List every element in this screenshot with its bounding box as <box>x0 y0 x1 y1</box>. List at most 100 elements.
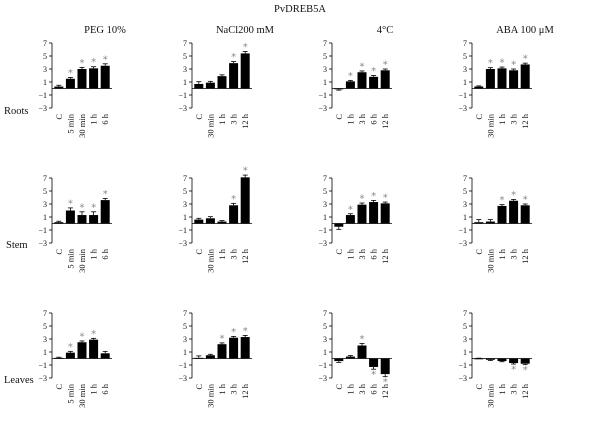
y-tick-label: 7 <box>323 309 327 318</box>
significance-star: * <box>243 326 248 337</box>
y-tick-label: 7 <box>463 309 467 318</box>
category-label: C <box>54 384 64 390</box>
bar <box>474 358 484 360</box>
column-title-peg: PEG 10% <box>84 25 126 36</box>
row-label-leaves: Leaves <box>4 375 34 386</box>
panel-stem-3: 7 5 3 1 −1 −3 C * 1 h * 3 h * 6 h * 12 h <box>318 174 392 264</box>
panel-stem-2: 7 5 3 1 −1 −3 C 30 min 1 h * 3 h * 12 h <box>178 166 252 273</box>
y-tick-label: 7 <box>463 174 467 183</box>
bar <box>357 72 367 89</box>
y-tick-label: 5 <box>43 187 47 196</box>
y-tick-label: 5 <box>183 322 187 331</box>
y-tick-label: 1 <box>43 213 47 222</box>
y-tick-label: −3 <box>38 374 47 383</box>
significance-star: * <box>511 365 516 376</box>
category-label: 3 h <box>229 248 239 259</box>
category-label: C <box>194 384 204 390</box>
significance-star: * <box>68 198 73 209</box>
bar <box>345 215 355 224</box>
y-tick-label: 7 <box>43 39 47 48</box>
panel-stem-1: 7 5 3 1 −1 −3 C * 5 min * 30 min * 1 h * 6 h <box>38 174 112 273</box>
y-tick-label: 5 <box>43 322 47 331</box>
y-tick-label: 1 <box>43 78 47 87</box>
bar <box>240 177 250 224</box>
y-tick-label: −1 <box>458 91 467 100</box>
y-tick-label: 7 <box>183 39 187 48</box>
y-tick-label: 5 <box>323 187 327 196</box>
category-label: C <box>54 249 64 255</box>
bar <box>194 83 204 89</box>
significance-star: * <box>80 331 85 342</box>
y-tick-label: 3 <box>183 200 187 209</box>
category-label: C <box>474 114 484 120</box>
significance-star: * <box>103 189 108 200</box>
row-label-roots: Roots <box>4 106 29 117</box>
y-tick-label: 5 <box>323 322 327 331</box>
bar <box>474 86 484 89</box>
column-title-cold: 4°C <box>377 25 393 36</box>
y-tick-label: 1 <box>463 213 467 222</box>
category-label: 12 h <box>380 113 390 129</box>
significance-star: * <box>523 54 528 65</box>
y-tick-label: 3 <box>43 335 47 344</box>
category-label: C <box>194 114 204 120</box>
bar <box>54 222 64 224</box>
category-label: 3 h <box>229 383 239 394</box>
y-tick-label: −1 <box>458 226 467 235</box>
significance-star: * <box>80 58 85 69</box>
bar <box>229 205 239 224</box>
y-tick-label: 1 <box>323 348 327 357</box>
bar <box>205 82 215 89</box>
bar <box>100 65 110 89</box>
bar <box>77 342 87 359</box>
bar <box>380 70 390 89</box>
category-label: 1 h <box>217 248 227 259</box>
y-tick-label: −1 <box>38 91 47 100</box>
significance-star: * <box>231 327 236 338</box>
category-label: 3 h <box>357 113 367 124</box>
y-tick-label: 3 <box>43 200 47 209</box>
y-tick-label: −3 <box>318 104 327 113</box>
category-label: 3 h <box>357 248 367 259</box>
y-tick-label: −3 <box>318 239 327 248</box>
category-label: 12 h <box>240 383 250 399</box>
category-label: 3 h <box>509 113 519 124</box>
y-tick-label: −1 <box>178 226 187 235</box>
category-label: 1 h <box>497 113 507 124</box>
y-tick-label: 1 <box>463 348 467 357</box>
column-title-aba: ABA 100 μM <box>496 25 554 36</box>
significance-star: * <box>231 52 236 63</box>
y-tick-label: 7 <box>183 174 187 183</box>
category-label: 6 h <box>369 248 379 259</box>
category-label: 6 h <box>100 248 110 259</box>
category-label: 30 min <box>77 248 87 273</box>
bar <box>229 337 239 359</box>
significance-star: * <box>348 71 353 82</box>
y-tick-label: 1 <box>183 213 187 222</box>
category-label: 6 h <box>100 383 110 394</box>
column-title-nacl: NaCl200 mM <box>216 25 275 36</box>
significance-star: * <box>371 66 376 77</box>
bar <box>334 88 344 90</box>
category-label: 12 h <box>380 248 390 264</box>
bar <box>497 68 507 89</box>
category-label: 30 min <box>205 113 215 138</box>
category-label: 12 h <box>520 113 530 129</box>
y-tick-label: −3 <box>178 374 187 383</box>
significance-star: * <box>383 377 388 388</box>
category-label: 6 h <box>369 383 379 394</box>
y-tick-label: 7 <box>43 174 47 183</box>
bar <box>509 358 519 364</box>
y-tick-label: 7 <box>183 309 187 318</box>
y-tick-label: 5 <box>463 187 467 196</box>
panel-roots-2: 7 5 3 1 −1 −3 C 30 min 1 h * 3 h * 12 h <box>178 39 252 138</box>
y-tick-label: −1 <box>318 226 327 235</box>
bar <box>229 63 239 89</box>
y-tick-label: 1 <box>183 78 187 87</box>
category-label: 6 h <box>100 113 110 124</box>
y-tick-label: −3 <box>458 104 467 113</box>
panel-roots-3: 7 5 3 1 −1 −3 C * 1 h * 3 h * 6 h * 12 h <box>318 39 392 129</box>
bar <box>89 339 99 359</box>
bar <box>240 337 250 359</box>
